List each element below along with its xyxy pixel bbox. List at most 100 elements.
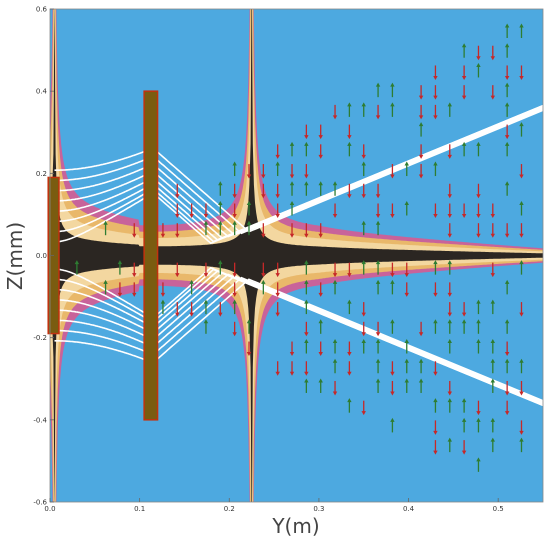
- arrow-down: [504, 380, 510, 396]
- arrow-up: [447, 102, 452, 117]
- arrow-down: [361, 183, 366, 199]
- arrow-down: [117, 282, 123, 297]
- x-tick-label: 0.0: [44, 505, 55, 513]
- arrow-down: [504, 341, 510, 357]
- arrow-down: [246, 164, 252, 179]
- arrow-down: [490, 223, 496, 238]
- arrow-up: [218, 220, 223, 236]
- beam-line: [54, 106, 543, 236]
- arrow-down: [160, 223, 166, 238]
- arrow-up: [375, 220, 381, 236]
- arrow-down: [332, 203, 338, 218]
- arrow-up: [519, 437, 524, 453]
- arrow-down: [289, 164, 295, 179]
- arrow-up: [332, 279, 338, 295]
- arrow-down: [332, 262, 338, 278]
- arrow-down: [175, 183, 180, 199]
- arrow-down: [261, 164, 266, 179]
- arrow-down: [404, 262, 409, 278]
- arrow-up: [361, 260, 366, 275]
- arrow-up: [447, 398, 452, 413]
- arrow-up: [504, 43, 510, 58]
- arrow-up: [447, 339, 452, 354]
- beam-line: [54, 105, 543, 245]
- arrow-down: [189, 302, 194, 317]
- arrow-down: [490, 203, 496, 218]
- arrow-down: [175, 203, 180, 218]
- arrow-up: [447, 319, 452, 334]
- arrow-down: [160, 282, 166, 297]
- x-axis-title: Y(m): [271, 514, 319, 538]
- beam-line: [54, 271, 543, 406]
- arrow-down: [433, 420, 438, 435]
- arrow-down: [332, 380, 338, 396]
- arrow-up: [461, 398, 467, 413]
- arrow-up: [304, 141, 309, 157]
- arrow-down: [375, 183, 381, 199]
- arrow-up: [433, 260, 438, 275]
- arrow-up: [447, 260, 452, 275]
- arrow-up: [261, 279, 266, 295]
- arrow-down: [347, 341, 352, 357]
- arrow-up: [519, 122, 524, 137]
- arrow-up: [461, 43, 467, 58]
- arrow-up: [304, 339, 309, 354]
- arrow-down: [433, 104, 438, 120]
- arrow-up: [232, 299, 237, 315]
- y-tick-label: 0.2: [36, 170, 47, 178]
- arrow-up: [433, 161, 438, 177]
- arrow-up: [304, 181, 309, 196]
- arrow-up: [504, 23, 510, 39]
- arrow-down: [476, 400, 481, 416]
- arrow-down: [375, 203, 381, 218]
- arrow-up: [504, 279, 510, 295]
- arrow-down: [275, 282, 280, 297]
- arrow-down: [519, 223, 524, 238]
- beam-line: [54, 109, 543, 233]
- beam-line: [54, 276, 543, 403]
- arrow-down: [361, 321, 366, 337]
- arrow-up: [490, 417, 496, 433]
- arrow-down: [418, 104, 424, 120]
- arrow-down: [418, 144, 424, 159]
- y-tick-label: -0.2: [33, 334, 47, 342]
- arrow-up: [347, 141, 352, 157]
- x-tick-label: 0.1: [134, 505, 145, 513]
- arrow-down: [390, 164, 395, 179]
- arrow-up: [476, 141, 481, 157]
- arrow-down: [375, 104, 381, 120]
- arrow-up: [117, 260, 123, 275]
- beam-line: [54, 104, 543, 241]
- beam-line: [54, 278, 543, 402]
- arrow-down: [203, 262, 209, 278]
- arrow-up: [361, 161, 366, 177]
- arrow-up: [519, 260, 524, 275]
- arrow-down: [304, 164, 309, 179]
- y-tick-label: 0.6: [36, 6, 48, 14]
- arrow-down: [132, 262, 137, 278]
- arrow-up: [476, 417, 481, 433]
- arrow-up: [375, 82, 381, 98]
- arrow-down: [347, 124, 352, 140]
- arrow-up: [318, 319, 323, 334]
- arrow-up: [361, 102, 366, 117]
- arrow-down: [418, 321, 424, 337]
- arrow-down: [318, 223, 323, 238]
- arrow-down: [390, 203, 395, 218]
- arrow-down: [519, 164, 524, 179]
- arrow-down: [318, 144, 323, 159]
- arrow-down: [275, 203, 280, 218]
- beam-line: [54, 266, 543, 406]
- arrow-up: [519, 23, 524, 39]
- field-arrows: [74, 23, 524, 472]
- arrow-up: [203, 220, 209, 236]
- beam-line: [54, 108, 543, 235]
- arrow-up: [390, 417, 395, 433]
- arrow-down: [275, 361, 280, 376]
- beam-trajectory-lines: [54, 104, 543, 407]
- arrow-down: [519, 302, 524, 317]
- arrow-down: [361, 144, 366, 159]
- arrow-up: [361, 339, 366, 354]
- arrow-up: [318, 181, 323, 196]
